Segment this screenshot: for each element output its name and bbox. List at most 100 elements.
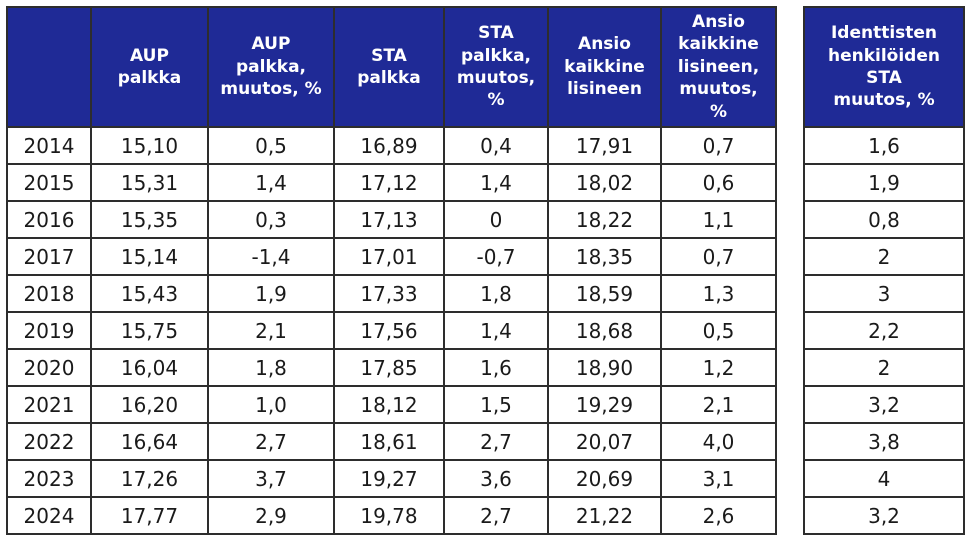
year-cell: 2014 xyxy=(6,126,92,165)
aup-muutos-cell: 2,1 xyxy=(207,311,335,350)
year-cell: 2019 xyxy=(6,311,92,350)
aup-muutos-cell: 1,8 xyxy=(207,348,335,387)
table-row: 2020 16,04 1,8 17,85 1,6 18,90 1,2 xyxy=(6,348,777,387)
table-row: 1,6 xyxy=(803,126,965,165)
salary-table: AUP palkka AUP palkka, muutos, % STA pal… xyxy=(6,6,777,535)
ansio-muutos-cell: 3,1 xyxy=(660,459,777,498)
year-cell: 2022 xyxy=(6,422,92,461)
table-row: 2019 15,75 2,1 17,56 1,4 18,68 0,5 xyxy=(6,311,777,350)
table-row: 2015 15,31 1,4 17,12 1,4 18,02 0,6 xyxy=(6,163,777,202)
ansio-muutos-cell: 0,5 xyxy=(660,311,777,350)
table-row: 3,2 xyxy=(803,385,965,424)
aup-muutos-cell: 3,7 xyxy=(207,459,335,498)
aup-muutos-cell: 2,7 xyxy=(207,422,335,461)
table-row: 2016 15,35 0,3 17,13 0 18,22 1,1 xyxy=(6,200,777,239)
sta-palkka-cell: 19,27 xyxy=(333,459,445,498)
sta-muutos-cell: 1,5 xyxy=(443,385,549,424)
ansio-muutos-cell: 0,7 xyxy=(660,126,777,165)
sta-palkka-cell: 17,33 xyxy=(333,274,445,313)
column-header-identtisten-sta-muutos: Identtisten henkilöiden STA muutos, % xyxy=(803,6,965,128)
salary-table-body: 2014 15,10 0,5 16,89 0,4 17,91 0,7 2015 15,31 1,4… xyxy=(6,126,777,535)
salary-table-header: AUP palkka AUP palkka, muutos, % STA pal… xyxy=(6,6,777,128)
aup-muutos-cell: 1,9 xyxy=(207,274,335,313)
column-header-aup-muutos: AUP palkka, muutos, % xyxy=(207,6,335,128)
sta-muutos-cell: 1,8 xyxy=(443,274,549,313)
identtisten-sta-muutos-cell: 2 xyxy=(803,348,965,387)
aup-muutos-cell: 2,9 xyxy=(207,496,335,535)
header-row: AUP palkka AUP palkka, muutos, % STA pal… xyxy=(6,6,777,128)
aup-palkka-cell: 15,75 xyxy=(90,311,209,350)
table-row: 4 xyxy=(803,459,965,498)
column-header-ansio-muutos: Ansio kaikkine lisineen, muutos, % xyxy=(660,6,777,128)
year-cell: 2017 xyxy=(6,237,92,276)
sta-muutos-cell: 2,7 xyxy=(443,496,549,535)
identtisten-sta-muutos-cell: 1,6 xyxy=(803,126,965,165)
identtisten-sta-muutos-cell: 4 xyxy=(803,459,965,498)
column-header-sta-muutos: STA palkka, muutos, % xyxy=(443,6,549,128)
table-row: 1,9 xyxy=(803,163,965,202)
aup-palkka-cell: 17,26 xyxy=(90,459,209,498)
sta-palkka-cell: 18,12 xyxy=(333,385,445,424)
table-row: 2021 16,20 1,0 18,12 1,5 19,29 2,1 xyxy=(6,385,777,424)
ansio-muutos-cell: 0,6 xyxy=(660,163,777,202)
ansio-muutos-cell: 1,2 xyxy=(660,348,777,387)
sta-palkka-cell: 18,61 xyxy=(333,422,445,461)
column-header-year xyxy=(6,6,92,128)
table-row: 2 xyxy=(803,237,965,276)
table-row: 3,2 xyxy=(803,496,965,535)
ansio-cell: 18,90 xyxy=(547,348,662,387)
aup-palkka-cell: 17,77 xyxy=(90,496,209,535)
year-cell: 2015 xyxy=(6,163,92,202)
ansio-muutos-cell: 2,1 xyxy=(660,385,777,424)
table-row: 2,2 xyxy=(803,311,965,350)
table-row: 2018 15,43 1,9 17,33 1,8 18,59 1,3 xyxy=(6,274,777,313)
ansio-muutos-cell: 2,6 xyxy=(660,496,777,535)
aup-palkka-cell: 15,31 xyxy=(90,163,209,202)
sta-muutos-cell: 1,6 xyxy=(443,348,549,387)
ansio-cell: 17,91 xyxy=(547,126,662,165)
aup-palkka-cell: 15,14 xyxy=(90,237,209,276)
sta-palkka-cell: 16,89 xyxy=(333,126,445,165)
aup-palkka-cell: 15,10 xyxy=(90,126,209,165)
table-row: 3,8 xyxy=(803,422,965,461)
identtisten-sta-muutos-cell: 3 xyxy=(803,274,965,313)
identtisten-sta-muutos-cell: 3,2 xyxy=(803,385,965,424)
identtisten-sta-muutos-cell: 2,2 xyxy=(803,311,965,350)
aup-palkka-cell: 16,64 xyxy=(90,422,209,461)
aup-muutos-cell: 0,3 xyxy=(207,200,335,239)
ansio-cell: 18,02 xyxy=(547,163,662,202)
sta-palkka-cell: 17,12 xyxy=(333,163,445,202)
aup-palkka-cell: 15,35 xyxy=(90,200,209,239)
ansio-muutos-cell: 4,0 xyxy=(660,422,777,461)
ansio-muutos-cell: 0,7 xyxy=(660,237,777,276)
sta-palkka-cell: 17,56 xyxy=(333,311,445,350)
aup-muutos-cell: 1,4 xyxy=(207,163,335,202)
ansio-cell: 21,22 xyxy=(547,496,662,535)
table-row: 2 xyxy=(803,348,965,387)
sta-muutos-cell: 1,4 xyxy=(443,311,549,350)
column-header-ansio: Ansio kaikkine lisineen xyxy=(547,6,662,128)
year-cell: 2021 xyxy=(6,385,92,424)
sta-muutos-cell: 3,6 xyxy=(443,459,549,498)
sta-palkka-cell: 17,85 xyxy=(333,348,445,387)
sta-palkka-cell: 19,78 xyxy=(333,496,445,535)
aup-palkka-cell: 16,20 xyxy=(90,385,209,424)
ansio-cell: 18,68 xyxy=(547,311,662,350)
table-row: 2022 16,64 2,7 18,61 2,7 20,07 4,0 xyxy=(6,422,777,461)
identtisten-sta-muutos-cell: 3,2 xyxy=(803,496,965,535)
year-cell: 2018 xyxy=(6,274,92,313)
ansio-cell: 19,29 xyxy=(547,385,662,424)
ansio-muutos-cell: 1,3 xyxy=(660,274,777,313)
sta-muutos-cell: 0 xyxy=(443,200,549,239)
side-table-header: Identtisten henkilöiden STA muutos, % xyxy=(803,6,965,128)
table-row: 2023 17,26 3,7 19,27 3,6 20,69 3,1 xyxy=(6,459,777,498)
sta-muutos-cell: -0,7 xyxy=(443,237,549,276)
aup-muutos-cell: 0,5 xyxy=(207,126,335,165)
ansio-cell: 18,22 xyxy=(547,200,662,239)
year-cell: 2020 xyxy=(6,348,92,387)
aup-palkka-cell: 15,43 xyxy=(90,274,209,313)
year-cell: 2024 xyxy=(6,496,92,535)
table-row: 2014 15,10 0,5 16,89 0,4 17,91 0,7 xyxy=(6,126,777,165)
side-table-body: 1,6 1,9 0,8 2 3 2,2 2 3,2 3,8 4 3,2 xyxy=(803,126,965,535)
year-cell: 2016 xyxy=(6,200,92,239)
